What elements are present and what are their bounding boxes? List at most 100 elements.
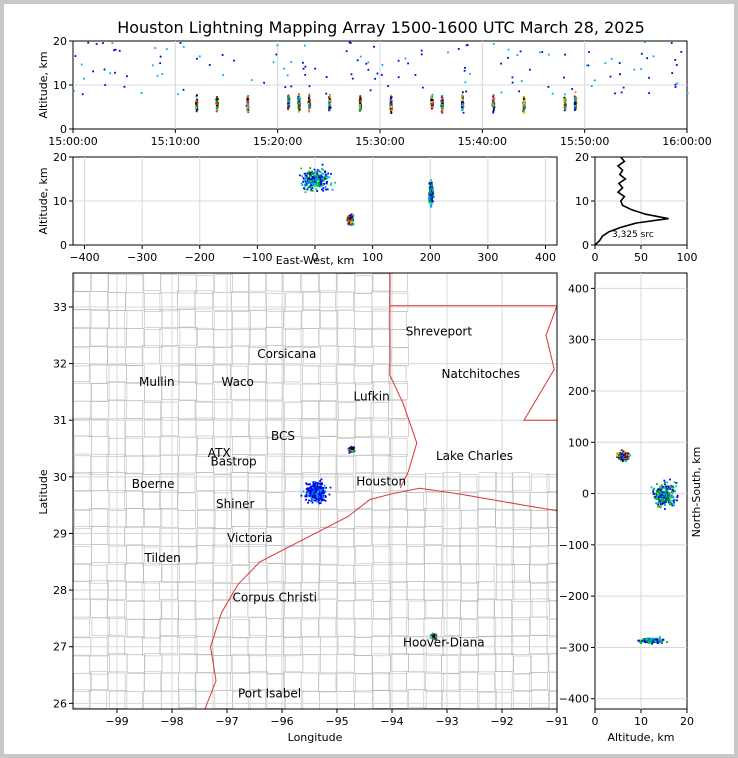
county-outline: [266, 364, 285, 384]
source-point: [161, 73, 164, 75]
source-point: [151, 64, 154, 67]
county-outline: [213, 474, 232, 494]
source-point: [308, 499, 310, 502]
source-point: [318, 183, 320, 186]
source-point: [315, 495, 318, 498]
source-point: [312, 491, 315, 494]
source-point: [315, 494, 318, 497]
source-point: [653, 640, 656, 643]
county-outline: [141, 526, 161, 546]
source-point: [246, 108, 249, 111]
source-point: [322, 489, 324, 492]
county-outline: [89, 472, 108, 491]
city-label: Victoria: [227, 531, 273, 545]
source-point: [308, 186, 311, 189]
y-tick-label: 0: [582, 239, 589, 252]
source-point: [671, 72, 674, 75]
source-point: [520, 80, 523, 82]
source-point: [462, 101, 464, 104]
county-outline: [354, 275, 373, 294]
county-outline: [371, 635, 390, 655]
source-point: [308, 170, 311, 173]
county-outline: [389, 437, 408, 457]
source-point: [304, 177, 307, 180]
city-label: Mullin: [139, 375, 175, 389]
source-point: [460, 106, 463, 109]
county-outline: [548, 618, 557, 638]
county-outline: [73, 328, 91, 348]
source-point: [318, 497, 320, 500]
source-point: [430, 95, 433, 98]
county-outline: [195, 582, 214, 602]
county-outline: [355, 382, 374, 402]
source-point: [316, 190, 319, 192]
county-outline: [477, 617, 497, 637]
source-point: [321, 483, 324, 486]
source-point: [310, 189, 313, 192]
source-point: [246, 98, 249, 100]
source-point: [376, 72, 379, 75]
county-outline: [371, 473, 390, 493]
source-point: [528, 68, 531, 71]
source-point: [622, 454, 625, 457]
source-point: [309, 173, 311, 176]
y-tick-label: 0: [582, 488, 589, 501]
source-point: [654, 637, 657, 640]
source-point: [313, 489, 316, 491]
county-outline: [511, 690, 530, 709]
source-point: [618, 454, 621, 456]
county-outline: [267, 562, 286, 582]
source-point: [307, 101, 310, 104]
county-outline: [372, 562, 392, 582]
county-outline: [159, 327, 178, 347]
x-tick-label: 100: [677, 251, 698, 264]
source-point: [627, 453, 630, 455]
source-point: [299, 107, 301, 110]
county-outline: [125, 563, 144, 582]
source-point: [317, 169, 320, 172]
source-point: [656, 496, 658, 499]
source-point: [441, 109, 444, 112]
altitude-profile-line: [594, 156, 669, 246]
county-outline: [336, 546, 355, 566]
source-point: [307, 187, 309, 190]
source-point: [310, 485, 313, 488]
county-outline: [496, 563, 515, 583]
county-outline: [460, 653, 479, 673]
source-point: [308, 98, 311, 101]
source-point: [315, 177, 317, 180]
x-tick-label: 10: [634, 715, 648, 728]
county-outline: [372, 454, 391, 474]
county-outline: [196, 544, 215, 564]
county-outline: [353, 328, 372, 348]
source-point: [640, 641, 643, 644]
source-point: [215, 110, 218, 113]
source-point: [302, 180, 305, 183]
source-point: [664, 499, 667, 502]
county-outline: [213, 489, 232, 509]
source-point: [625, 453, 628, 456]
county-outline: [529, 672, 548, 691]
x-tick-label: 15:00:00: [48, 135, 97, 148]
source-point: [287, 106, 290, 109]
source-point: [574, 105, 577, 107]
y-tick-label: 10: [53, 79, 67, 92]
county-outline: [231, 400, 251, 420]
county-outline: [249, 381, 268, 401]
source-point: [351, 449, 353, 452]
source-point: [245, 104, 248, 107]
source-point: [652, 640, 654, 643]
county-outline: [476, 636, 495, 656]
source-point: [313, 175, 316, 177]
source-point: [671, 500, 674, 502]
county-outline: [195, 275, 215, 294]
source-point: [195, 103, 198, 105]
county-outline: [301, 618, 320, 638]
time-height-ylabel: Altitude, km: [37, 51, 50, 118]
y-tick-label: 10: [53, 195, 67, 208]
source-point: [593, 79, 596, 82]
source-point: [298, 96, 301, 99]
source-point: [469, 72, 471, 75]
county-outline: [319, 508, 339, 528]
source-point: [650, 486, 653, 489]
